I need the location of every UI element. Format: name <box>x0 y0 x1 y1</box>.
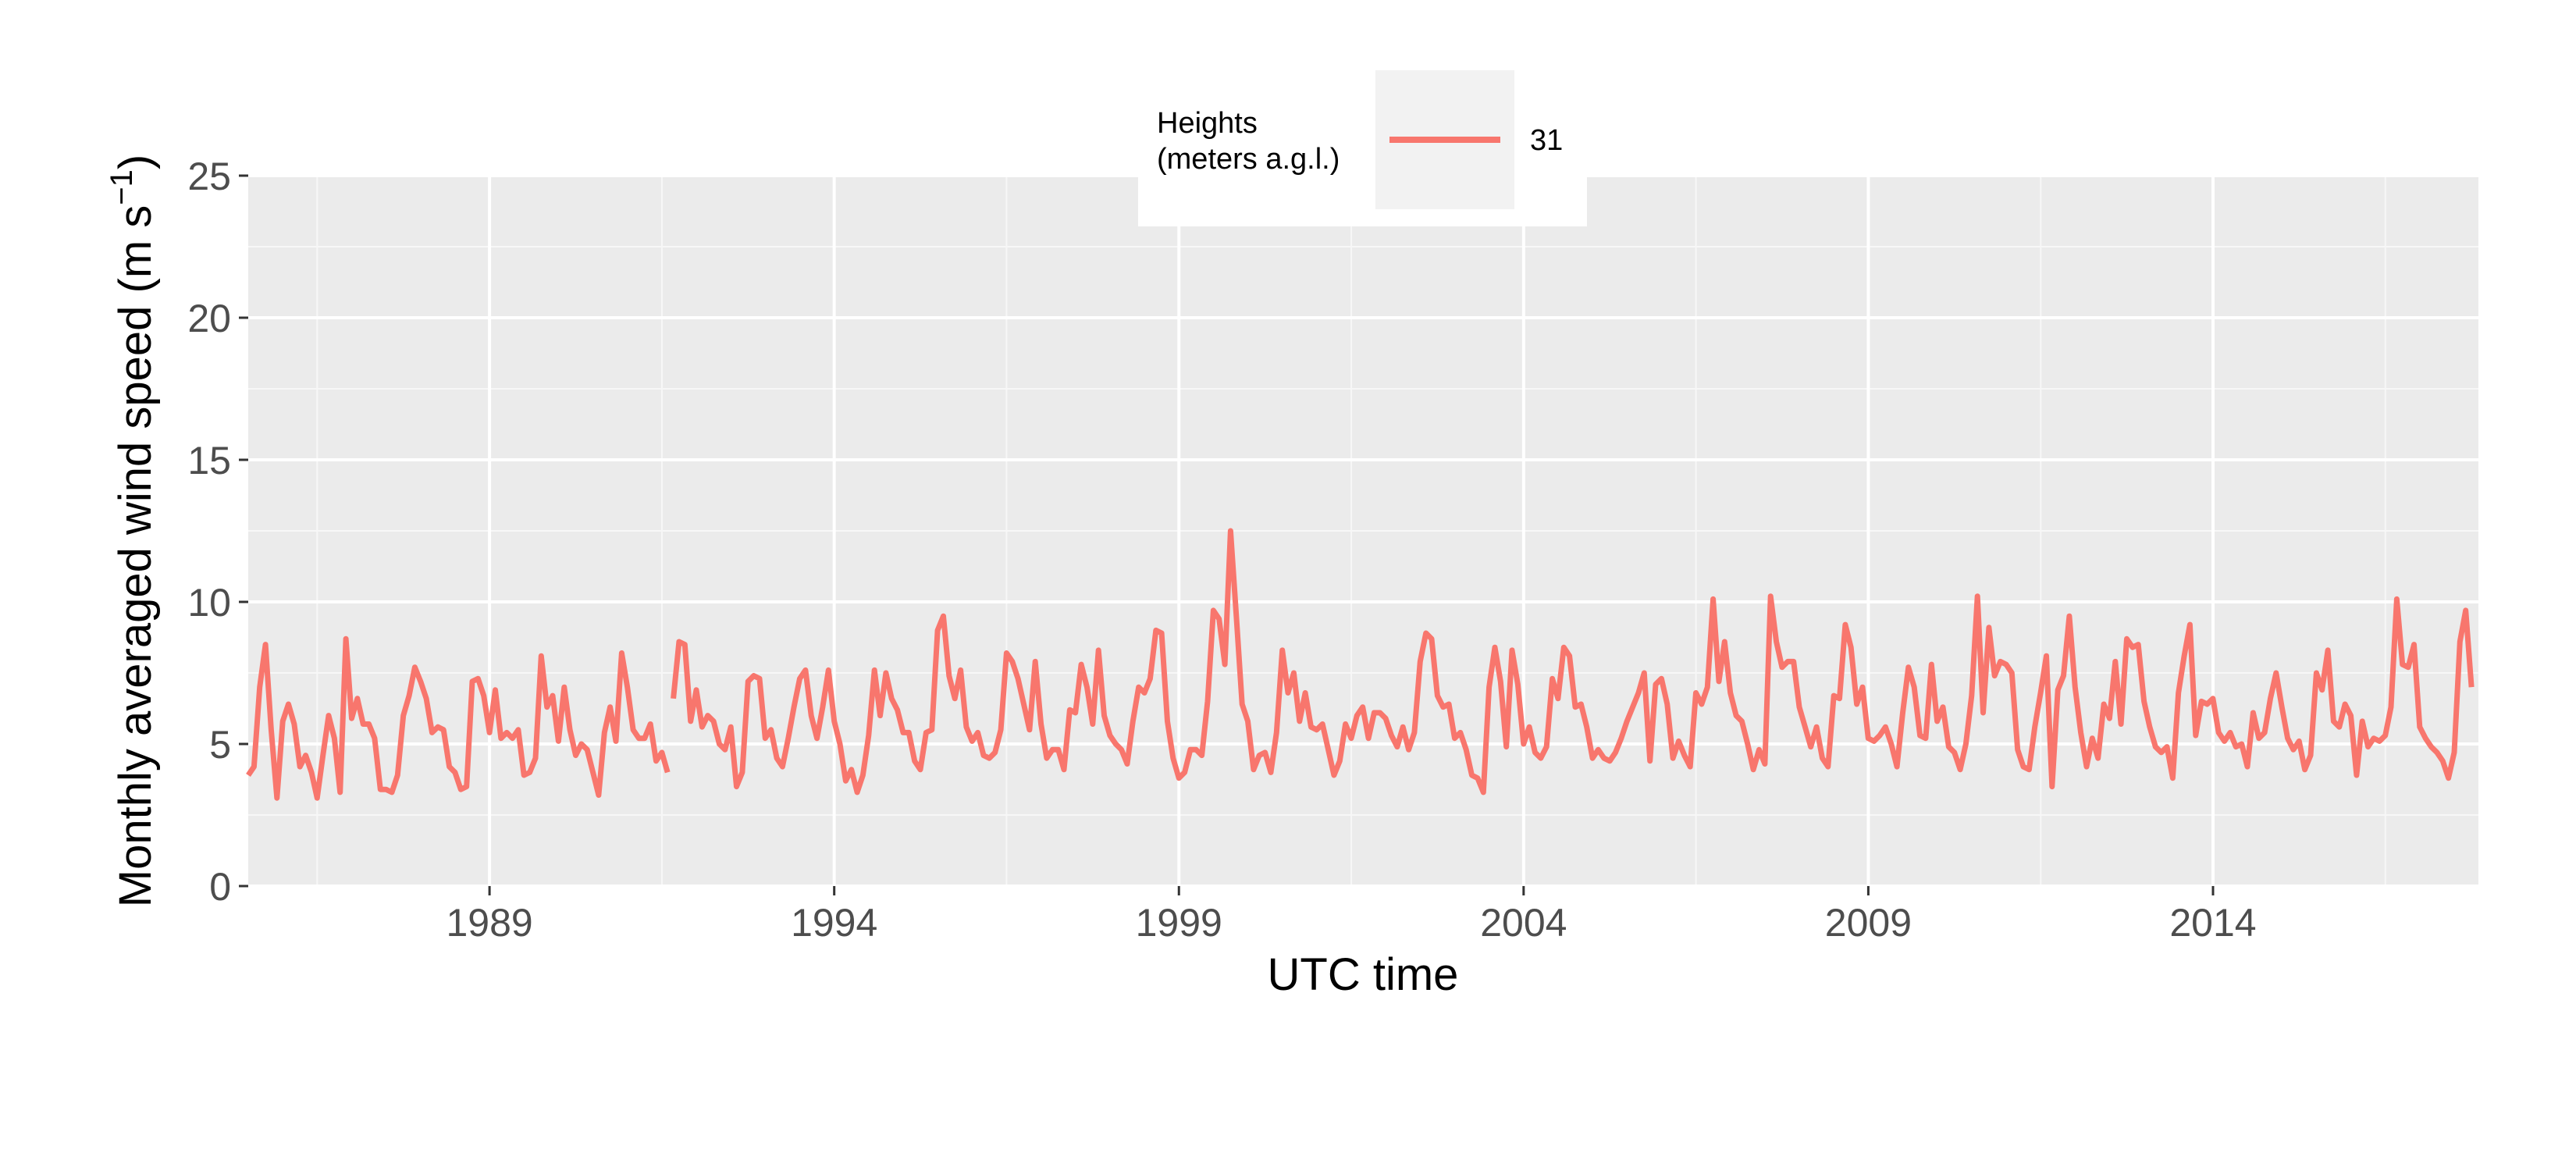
y-tick-label: 10 <box>187 581 231 625</box>
axis-ticks <box>239 174 2215 895</box>
series-line <box>246 635 671 801</box>
series-layer <box>246 528 2475 801</box>
legend-title-line1: Heights <box>1157 107 1258 140</box>
x-tick-label: 2014 <box>2169 901 2256 945</box>
x-tick-labels: 1989 1994 1999 2004 2009 2014 <box>446 901 2256 945</box>
y-tick-label: 20 <box>187 297 231 340</box>
y-tick-label: 15 <box>187 439 231 482</box>
grid-major <box>248 174 2478 888</box>
legend-title-line2: (meters a.g.l.) <box>1157 143 1340 176</box>
x-axis-title: UTC time <box>1268 949 1459 1000</box>
legend: Heights (meters a.g.l.) 31 <box>1138 70 1587 226</box>
series-line <box>671 528 2475 795</box>
legend-title: Heights (meters a.g.l.) <box>1157 107 1340 176</box>
y-axis-title-main: Monthly averaged wind speed (m s <box>110 205 161 907</box>
y-axis-title: Monthly averaged wind speed (m s−1) <box>105 155 161 907</box>
y-axis-title-close: ) <box>110 155 161 169</box>
x-tick-label: 1999 <box>1136 901 1222 945</box>
legend-entry-label: 31 <box>1530 124 1563 157</box>
y-tick-label: 0 <box>209 865 231 909</box>
y-tick-label: 5 <box>209 723 231 767</box>
x-tick-label: 1989 <box>446 901 532 945</box>
y-axis-title-superscript: −1 <box>105 169 139 205</box>
x-tick-label: 2004 <box>1480 901 1567 945</box>
grid-minor <box>248 176 2478 886</box>
y-tick-labels: 0 5 10 15 20 25 <box>187 155 231 909</box>
y-tick-label: 25 <box>187 155 231 198</box>
x-tick-label: 2009 <box>1825 901 1912 945</box>
x-tick-label: 1994 <box>791 901 877 945</box>
